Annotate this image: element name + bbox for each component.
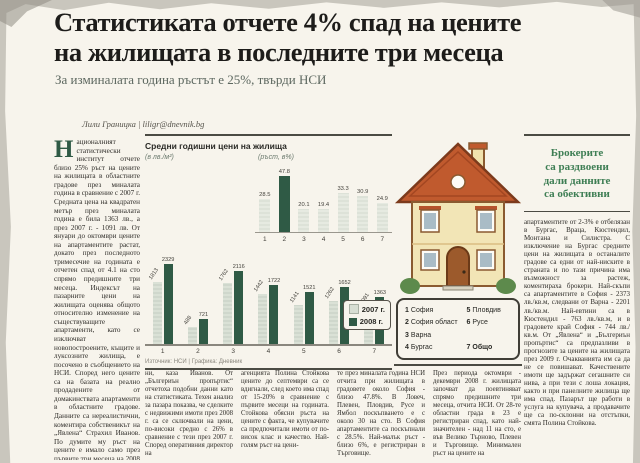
body-column-1-text: ационалният статистически институт отчет… [54,138,140,460]
key-right: 5 Пловдив 6 Русе 7 Общо [466,305,511,353]
bush [496,278,516,294]
housing-price-chart-panel: Средни годишни цени на жилища (в лв./м²)… [145,134,392,370]
growth-bar-slot: 24.9 [372,174,392,232]
chart-legend: 2007 г. 2008 г. [342,300,391,330]
key-item: 7 Общо [466,343,493,351]
divider-rule [394,364,522,366]
price-bar-group: 1813 2329 [145,257,180,344]
right-column: Брокерите са раздвоени дали данните са о… [524,134,630,463]
legend-item-2008: 2008 г. [348,317,385,326]
chart-unit-right: (ръст, в%) [258,154,294,161]
legend-label-2007: 2007 г. [361,304,385,314]
key-item [466,330,511,341]
house-illustration [394,142,522,294]
growth-bar-slot: 33.3 [333,174,353,232]
drop-cap: Н [54,138,74,163]
house-door [446,246,470,287]
price-bar-group: 1141 1521 [286,264,321,344]
legend-swatch-2007 [348,304,359,314]
legend-label-2008: 2008 г. [359,317,383,326]
pull-quote: Брокерите са раздвоени дали данните са о… [524,136,630,212]
chart-source: Източник: НСИ | Графика: Дневник [145,359,243,365]
key-item: 2 София област [405,319,458,327]
growth-bar-slot: 20.1 [294,174,314,232]
chart-title: Средни годишни цени на жилища [145,141,287,151]
growth-bar-slot: 28.5 [255,174,275,232]
growth-bar-slot: 30.9 [353,174,373,232]
attic-window [450,174,466,190]
body-column-4: те през миналата година НСИ отчита при ж… [337,370,425,458]
growth-bars: 28.5 47.8 20.1 19.4 33.3 30.9 24.9 [255,169,392,233]
article-subhead: За изминалата година ръстът е 25%, твърд… [55,72,327,87]
key-item: 6 Русе [466,319,488,327]
chart-unit-left: (в лв./м²) [145,154,174,161]
price-bar-group: 1442 1722 [251,264,286,344]
growth-bar-slot: 47.8 [275,169,295,232]
bush [400,278,420,294]
key-left: 1 София 2 София област 3 Варна 4 Бургас [405,305,466,353]
chart-key-box: 1 София 2 София област 3 Варна 4 Бургас 5 Пловди… [396,298,520,360]
article-headline: Статистиката отчете 4% спад на цените на… [54,7,522,67]
key-item: 4 Бургас [405,343,433,351]
key-item: 3 Варна [405,331,432,339]
body-column-6: апартаментите от 2-3% е отбелязан в Бург… [524,218,630,428]
key-item: 5 Пловдив [466,307,501,314]
legend-swatch-2008 [348,317,357,326]
key-item: 1 София [405,307,434,314]
article-byline: Лили Границка | liligr@dnevnik.bg [82,119,205,129]
legend-item-2007: 2007 г. [348,304,385,314]
growth-bar-slot: 19.4 [314,174,334,232]
price-bar-group: 1762 2116 [216,264,251,344]
body-column-3: агенцията Полина Стойкова цените до септ… [241,370,329,450]
body-column-5: През периода октомври - декември 2008 г.… [433,370,521,458]
price-bar-group: 488 721 [180,264,215,344]
body-column-2: ни, каза Иванов. От „Бългериън пропъртис… [145,370,233,458]
